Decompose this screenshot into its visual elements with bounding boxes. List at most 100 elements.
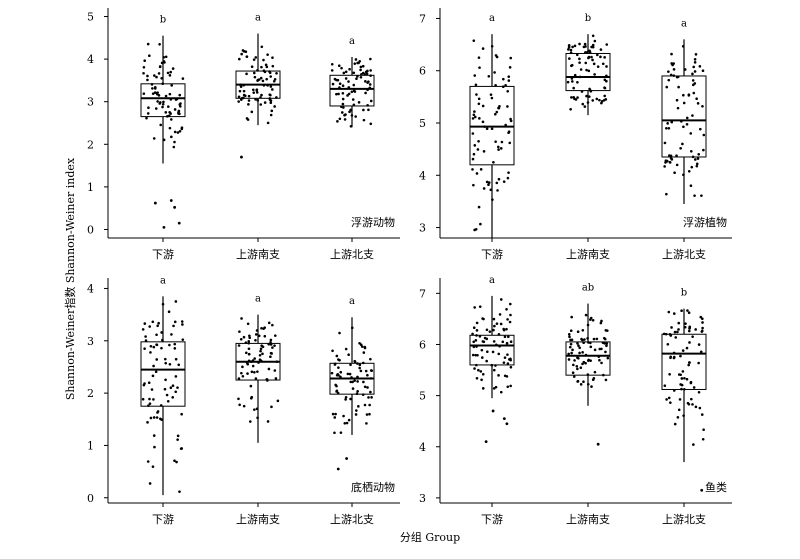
data-point (162, 60, 166, 63)
data-point (180, 412, 183, 416)
outlier-point (502, 417, 506, 421)
data-point (174, 390, 178, 394)
data-point (504, 83, 507, 87)
data-point (481, 47, 485, 50)
data-point (347, 80, 350, 83)
data-point (690, 165, 694, 169)
data-point (501, 85, 505, 89)
data-point (349, 363, 352, 367)
data-point (262, 69, 266, 73)
data-point (334, 412, 337, 416)
data-point (350, 376, 353, 379)
data-point (493, 324, 496, 328)
data-point (506, 353, 509, 356)
panel-label: 浮游动物 (351, 215, 395, 229)
data-point (595, 337, 599, 341)
data-point (370, 396, 373, 399)
data-point (143, 347, 146, 350)
data-point (366, 373, 369, 377)
data-point (239, 98, 243, 101)
data-point (356, 75, 359, 78)
data-point (259, 76, 263, 80)
data-point (676, 416, 680, 419)
data-point (588, 95, 591, 98)
data-point (179, 447, 183, 450)
data-point (163, 357, 167, 361)
data-point (475, 172, 479, 175)
data-point (366, 104, 369, 107)
data-point (148, 325, 152, 328)
data-point (692, 386, 696, 389)
data-point (578, 75, 582, 79)
data-point (336, 120, 339, 123)
data-point (359, 369, 363, 373)
data-point (260, 93, 263, 97)
data-point (271, 64, 275, 68)
data-point (509, 384, 512, 388)
data-point (481, 120, 485, 124)
data-point (668, 160, 672, 164)
data-point (250, 110, 254, 114)
data-point (339, 375, 342, 379)
data-point (359, 65, 363, 69)
data-point (505, 375, 509, 378)
data-point (672, 68, 676, 71)
data-point (346, 372, 350, 376)
data-point (350, 326, 354, 330)
data-point (164, 378, 167, 382)
y-tick-label: 0 (87, 223, 94, 236)
data-point (363, 345, 367, 349)
data-point (572, 375, 576, 378)
data-point (699, 350, 703, 354)
data-point (587, 55, 591, 59)
data-point (271, 56, 274, 59)
data-point (273, 344, 276, 347)
y-tick-label: 5 (87, 11, 94, 24)
data-point (261, 345, 265, 349)
data-point (156, 324, 159, 328)
data-point (251, 88, 255, 92)
data-point (682, 101, 686, 105)
data-point (507, 79, 511, 82)
data-point (260, 326, 263, 330)
data-point (242, 89, 246, 93)
data-point (143, 322, 147, 325)
data-point (364, 80, 367, 83)
data-point (693, 70, 697, 73)
y-tick-label: 3 (87, 96, 94, 109)
data-point (160, 76, 163, 80)
data-point (352, 103, 356, 107)
data-point (509, 365, 513, 369)
data-point (572, 96, 576, 99)
data-point (567, 333, 571, 336)
data-point (680, 120, 683, 123)
data-point (670, 62, 673, 65)
data-point (487, 75, 491, 78)
y-tick-label: 7 (419, 12, 426, 25)
data-point (351, 380, 354, 384)
data-point (472, 326, 476, 330)
data-point (503, 356, 507, 359)
data-point (508, 66, 512, 69)
data-point (333, 362, 337, 366)
data-point (266, 84, 269, 87)
data-point (572, 86, 575, 90)
data-point (670, 52, 673, 56)
data-point (152, 137, 156, 140)
data-point (509, 302, 512, 306)
data-point (247, 341, 251, 345)
data-point (665, 85, 669, 89)
data-point (242, 335, 246, 339)
data-point (685, 116, 689, 120)
data-point (340, 105, 343, 109)
data-point (360, 73, 363, 76)
data-point (161, 105, 164, 109)
data-point (481, 340, 485, 343)
data-point (149, 416, 153, 420)
box-2: a (235, 294, 281, 443)
data-point (146, 112, 150, 115)
data-point (275, 96, 278, 99)
data-point (264, 63, 268, 67)
data-point (151, 465, 155, 468)
data-point (344, 70, 348, 74)
